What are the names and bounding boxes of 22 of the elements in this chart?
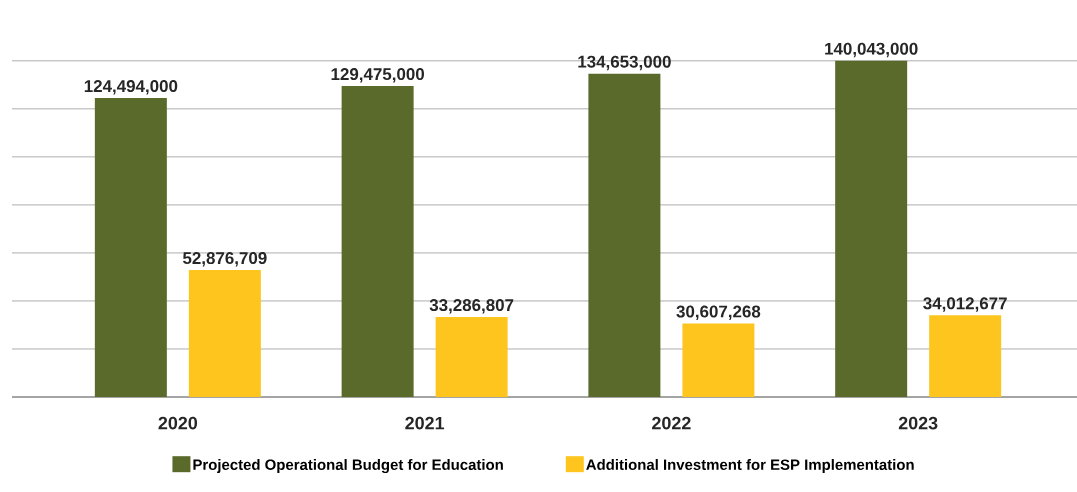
bar — [588, 73, 661, 397]
data-label: 33,286,807 — [429, 299, 514, 314]
legend-label: Projected Operational Budget for Education — [193, 459, 503, 474]
data-label: 129,475,000 — [331, 68, 424, 83]
bar — [435, 317, 508, 397]
data-label: 30,607,268 — [676, 305, 761, 320]
bar — [929, 315, 1002, 397]
bar — [188, 270, 261, 397]
legend-label: Additional Investment for ESP Implementation — [586, 459, 914, 473]
bar — [94, 98, 167, 397]
data-label: 34,012,677 — [923, 297, 1007, 312]
data-label: 134,653,000 — [578, 55, 671, 71]
bar — [341, 86, 414, 397]
bar — [682, 323, 755, 397]
x-tick-label: 2020 — [158, 416, 198, 430]
x-tick-label: 2023 — [898, 416, 938, 430]
x-tick-label: 2021 — [405, 416, 445, 430]
x-tick-label: 2022 — [652, 416, 691, 430]
data-label: 140,043,000 — [825, 42, 918, 58]
data-label: 52,876,709 — [182, 252, 267, 267]
bar — [835, 60, 908, 397]
data-label: 124,494,000 — [84, 80, 178, 95]
